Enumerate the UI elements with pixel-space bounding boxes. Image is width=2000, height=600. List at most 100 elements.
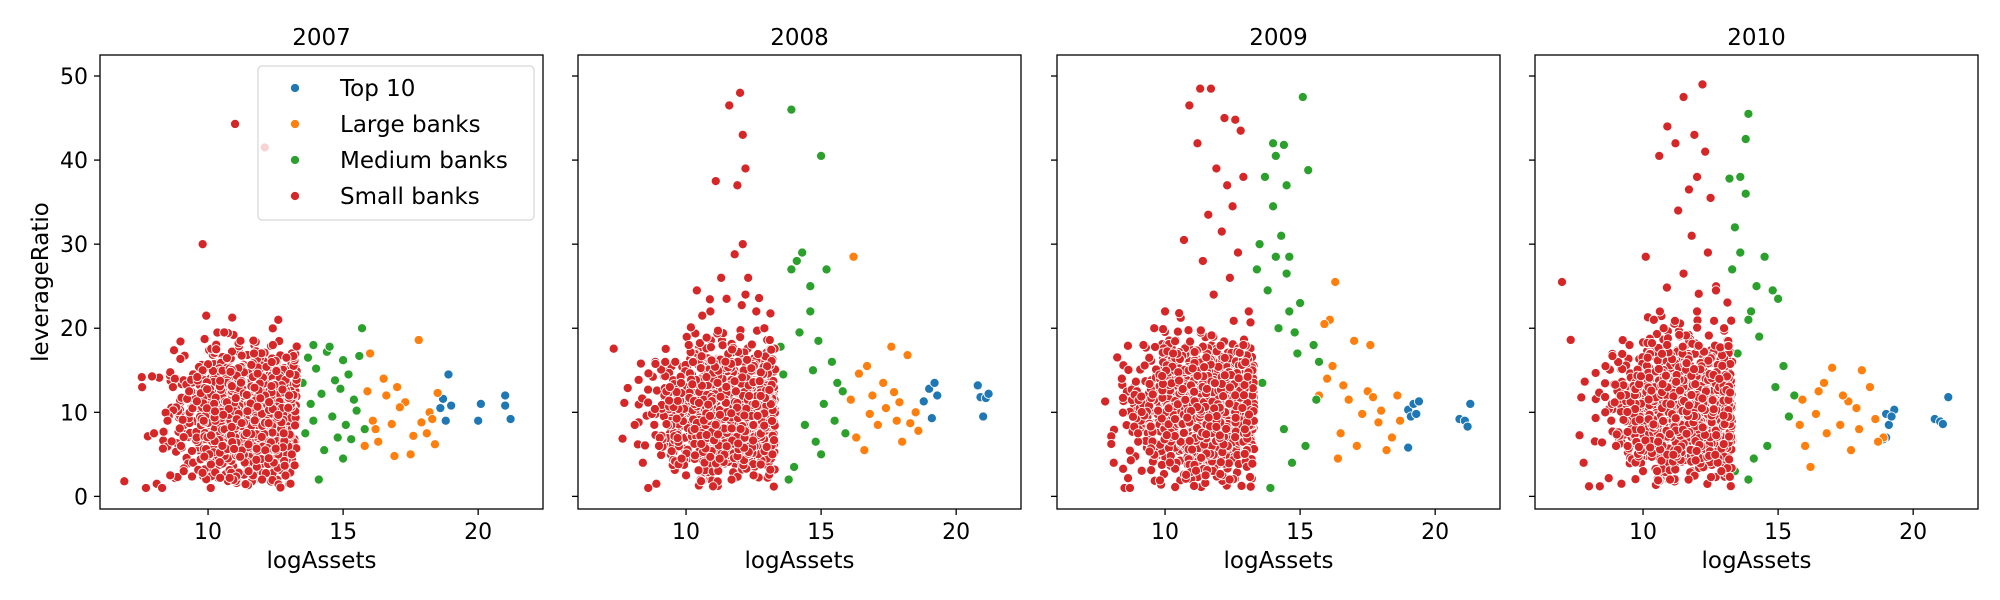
data-point: [281, 352, 292, 363]
data-point: [199, 334, 210, 345]
data-point: [751, 306, 762, 317]
data-point: [248, 348, 260, 359]
data-point: [691, 285, 702, 296]
data-point: [735, 87, 746, 98]
data-point: [704, 294, 715, 305]
data-point: [1873, 436, 1884, 447]
x-tick-label: 10: [1151, 520, 1179, 545]
x-tick-label: 20: [464, 520, 492, 545]
data-point: [791, 255, 802, 267]
data-point: [853, 368, 864, 379]
data-point: [500, 400, 511, 411]
data-point: [880, 403, 891, 414]
data-point: [649, 404, 660, 415]
data-point: [284, 368, 295, 379]
data-point: [215, 472, 226, 483]
data-point: [1265, 482, 1276, 494]
plot-frame: [99, 54, 544, 510]
data-point: [242, 406, 253, 417]
data-point: [500, 390, 511, 401]
data-point: [807, 365, 819, 376]
data-point: [217, 440, 228, 451]
data-point: [278, 428, 289, 439]
data-point: [1338, 380, 1349, 391]
data-point: [1327, 361, 1338, 372]
data-point: [1244, 472, 1256, 483]
data-point: [705, 342, 716, 353]
data-point: [697, 310, 708, 321]
data-point: [1413, 396, 1425, 407]
data-point: [845, 394, 856, 405]
data-point: [794, 327, 805, 338]
data-point: [319, 445, 330, 456]
data-point: [727, 344, 738, 355]
data-point: [1743, 474, 1754, 485]
data-point: [1133, 436, 1144, 447]
data-point: [251, 454, 262, 465]
data-point: [720, 356, 731, 367]
data-point: [1330, 276, 1341, 288]
data-point: [305, 398, 316, 409]
data-point: [175, 336, 186, 347]
series-small-banks: [1556, 79, 1738, 492]
data-point: [273, 409, 284, 420]
data-point: [137, 382, 148, 393]
data-point: [666, 446, 677, 457]
data-point: [289, 460, 300, 471]
data-point: [872, 419, 883, 430]
data-point: [888, 387, 900, 398]
data-point: [622, 382, 633, 394]
data-point: [1292, 348, 1303, 359]
data-point: [311, 363, 322, 374]
data-point: [1169, 414, 1181, 425]
data-point: [1238, 390, 1250, 401]
series-small-banks: [1100, 83, 1260, 494]
series-large-banks: [1313, 276, 1406, 464]
data-point: [1203, 412, 1214, 423]
data-point: [1200, 470, 1211, 481]
data-point: [1161, 430, 1172, 441]
data-point: [1189, 347, 1200, 358]
data-point: [263, 418, 274, 429]
data-point: [1239, 448, 1250, 459]
data-point: [768, 435, 780, 446]
data-point: [913, 425, 924, 436]
data-point: [1215, 457, 1226, 468]
data-point: [236, 350, 247, 361]
data-point: [671, 413, 682, 424]
data-point: [714, 453, 725, 464]
data-point: [778, 369, 789, 380]
data-point: [1127, 411, 1139, 422]
data-point: [389, 450, 400, 462]
data-point: [1845, 445, 1857, 456]
data-point: [283, 402, 294, 413]
data-point: [1770, 382, 1781, 393]
data-point: [340, 419, 351, 430]
data-point: [696, 351, 707, 362]
data-point: [175, 353, 186, 365]
data-point: [1270, 251, 1281, 262]
data-point: [710, 176, 721, 187]
points-layer: [119, 118, 516, 494]
data-point: [704, 410, 715, 421]
data-point: [236, 418, 247, 429]
data-point: [766, 344, 777, 355]
data-point: [735, 423, 746, 435]
points-layer: [608, 87, 994, 494]
data-point: [343, 369, 354, 380]
data-point: [1192, 370, 1203, 381]
data-point: [710, 419, 721, 430]
data-point: [729, 249, 740, 260]
data-point: [1183, 325, 1194, 336]
data-point: [1381, 445, 1392, 456]
data-point: [765, 399, 776, 410]
y-tick-label: 50: [60, 65, 88, 90]
data-point: [832, 377, 843, 388]
data-point: [724, 100, 735, 111]
data-point: [918, 396, 929, 407]
data-point: [861, 361, 873, 372]
data-point: [685, 322, 696, 333]
data-point: [184, 386, 195, 397]
data-point: [300, 428, 311, 439]
data-point: [1172, 399, 1183, 410]
